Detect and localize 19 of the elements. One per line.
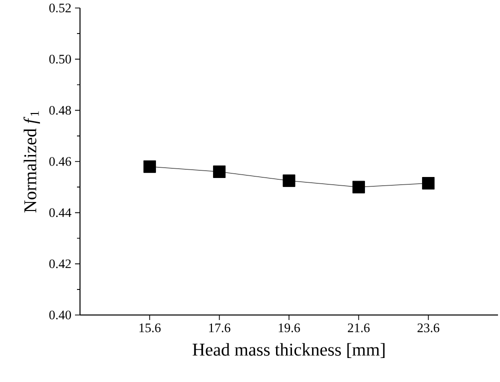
point xyxy=(213,165,226,178)
x-tick-label: 19.6 xyxy=(278,324,300,332)
point xyxy=(282,174,296,187)
x-tick-label: 15.6 xyxy=(139,324,161,332)
x-axis-title: Head mass thickness [mm] xyxy=(192,343,385,358)
y-tick-label: 0.50 xyxy=(49,54,71,64)
point xyxy=(143,160,156,173)
point xyxy=(422,176,435,190)
x-tick-label: 17.6 xyxy=(209,324,230,332)
y-tick-label: 0.40 xyxy=(49,310,71,320)
y-tick-label: 0.44 xyxy=(49,208,72,218)
point xyxy=(352,180,365,194)
y-tick-label: 0.52 xyxy=(49,4,71,12)
y-axis-title: Normalized f$_{1}$ xyxy=(24,111,40,212)
y-tick-label: 0.42 xyxy=(49,259,71,268)
y-tick-label: 0.48 xyxy=(49,106,71,115)
x-tick-label: 23.6 xyxy=(418,324,440,332)
y-tick-label: 0.46 xyxy=(49,157,72,166)
x-tick-label: 21.6 xyxy=(348,324,370,332)
